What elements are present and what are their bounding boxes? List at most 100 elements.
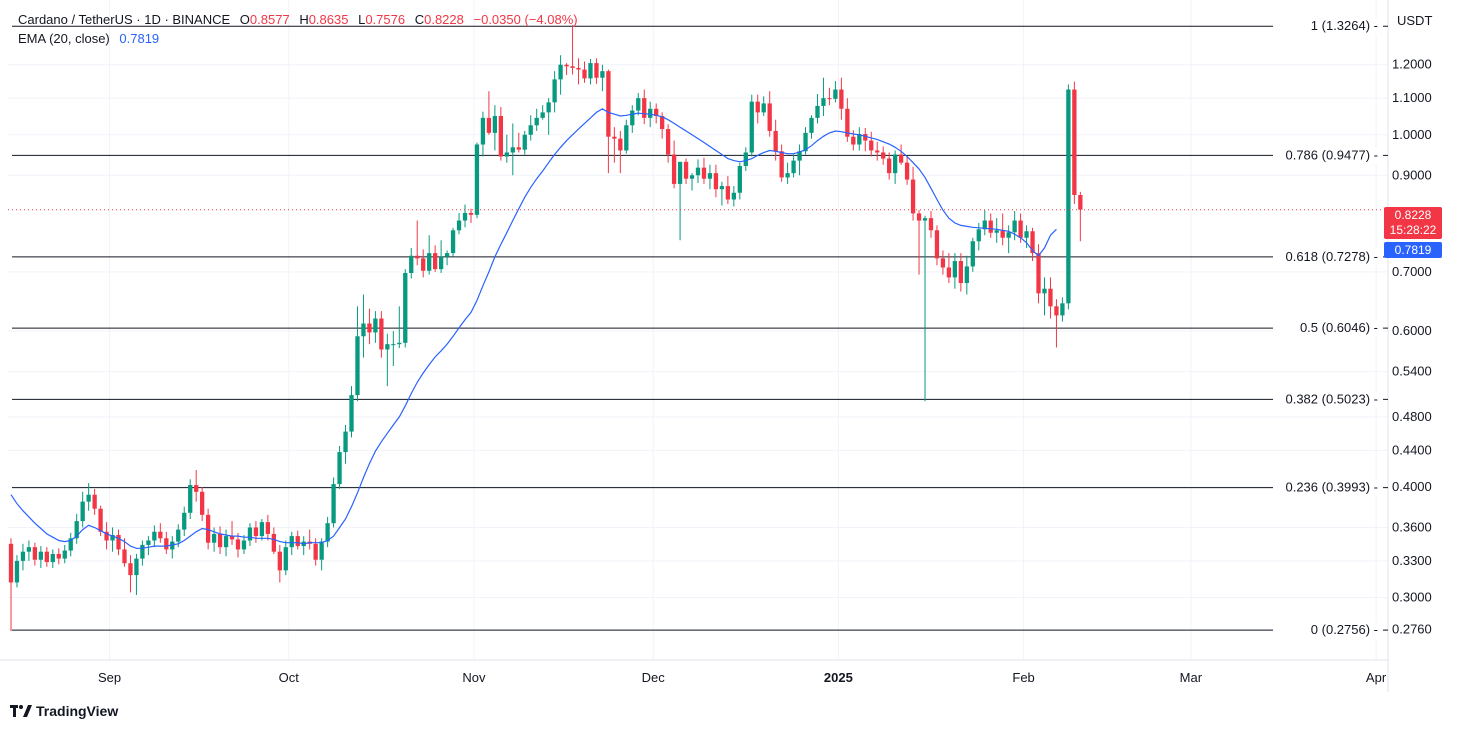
candle[interactable] [468,208,474,223]
candle[interactable] [331,477,336,528]
candle[interactable] [200,486,205,522]
candle[interactable] [158,523,163,543]
candle[interactable] [1012,211,1017,241]
candle[interactable] [337,445,342,489]
candle[interactable] [689,173,695,191]
candle[interactable] [713,164,719,198]
fibonacci-retracement[interactable]: 1 (1.3264) - 0.786 (0.9477) - 0.618 (0.727… [12,18,1388,639]
price-axis[interactable]: 0.2760 0.3000 0.3300 0.3600 0.4000 0.4400 0.48… [1392,57,1432,637]
candle[interactable] [62,544,67,564]
candle[interactable] [785,162,790,184]
candle[interactable] [92,488,97,515]
candle[interactable] [677,161,683,241]
candle[interactable] [498,106,504,161]
candle[interactable] [767,91,772,137]
candle[interactable] [546,98,551,135]
candle[interactable] [1036,244,1041,304]
candle[interactable] [958,253,964,292]
candle[interactable] [56,548,61,565]
candle[interactable] [612,127,617,163]
candle[interactable] [887,152,892,180]
tradingview-logo[interactable]: TradingView [10,703,118,719]
candle[interactable] [594,58,599,84]
candle[interactable] [815,93,820,124]
candle[interactable] [869,131,874,157]
candle[interactable] [241,535,247,554]
candle[interactable] [994,218,999,243]
candle[interactable] [379,311,384,358]
candle[interactable] [409,247,414,279]
candle[interactable] [20,543,26,571]
candle[interactable] [630,105,635,133]
candle[interactable] [952,253,958,289]
candle[interactable] [779,144,784,182]
candle[interactable] [892,150,898,184]
candle[interactable] [86,483,91,511]
candle[interactable] [827,87,832,106]
candle[interactable] [516,132,521,153]
candle[interactable] [797,144,802,176]
candle[interactable] [1042,277,1047,316]
candle[interactable] [624,119,629,154]
candle[interactable] [618,130,623,174]
candle[interactable] [1030,227,1035,262]
candle[interactable] [474,142,480,219]
candle[interactable] [122,538,127,567]
candle[interactable] [32,542,38,566]
candle[interactable] [271,527,276,554]
candle[interactable] [247,523,253,547]
candle[interactable] [1060,297,1065,322]
candle[interactable] [552,71,557,113]
candle[interactable] [128,555,133,593]
candle[interactable] [1048,277,1053,319]
candle[interactable] [277,544,282,583]
candle[interactable] [528,115,533,141]
candle[interactable] [391,331,396,366]
candle[interactable] [737,162,742,200]
candle[interactable] [415,220,420,266]
candle[interactable] [964,255,969,295]
candle[interactable] [504,134,509,163]
candle[interactable] [68,532,73,557]
candle[interactable] [50,549,55,568]
candle[interactable] [642,89,647,125]
candle[interactable] [194,470,199,502]
candle[interactable] [110,527,115,552]
candle[interactable] [80,491,85,528]
candle[interactable] [881,146,886,165]
candle[interactable] [140,540,145,566]
candle[interactable] [229,521,235,545]
candle[interactable] [8,538,14,631]
indicator-title[interactable]: EMA (20, close) [18,31,110,46]
legend-indicator-row[interactable]: EMA (20, close) 0.7819 [18,31,165,46]
candle[interactable] [438,240,444,273]
candle[interactable] [582,61,587,83]
candle[interactable] [576,58,581,85]
candlestick-series[interactable] [8,25,1083,631]
candle[interactable] [522,130,527,155]
candle[interactable] [701,157,707,184]
candle[interactable] [922,215,928,402]
candle[interactable] [910,166,916,221]
candle[interactable] [875,141,880,161]
candle[interactable] [773,119,778,161]
candle[interactable] [134,553,139,595]
candle[interactable] [510,123,515,176]
candle[interactable] [1000,213,1005,246]
candle[interactable] [289,531,294,556]
candle[interactable] [319,538,324,571]
candle[interactable] [343,424,348,464]
candle[interactable] [14,555,20,588]
candle[interactable] [444,250,450,266]
candle[interactable] [492,105,498,151]
currency-label[interactable]: USDT [1397,13,1433,28]
candle[interactable] [695,159,701,184]
candle[interactable] [731,186,736,207]
candle[interactable] [928,211,934,238]
candle[interactable] [361,294,366,358]
candle[interactable] [1072,81,1077,205]
candle[interactable] [600,64,605,92]
candle[interactable] [385,333,390,387]
candle[interactable] [534,108,539,131]
